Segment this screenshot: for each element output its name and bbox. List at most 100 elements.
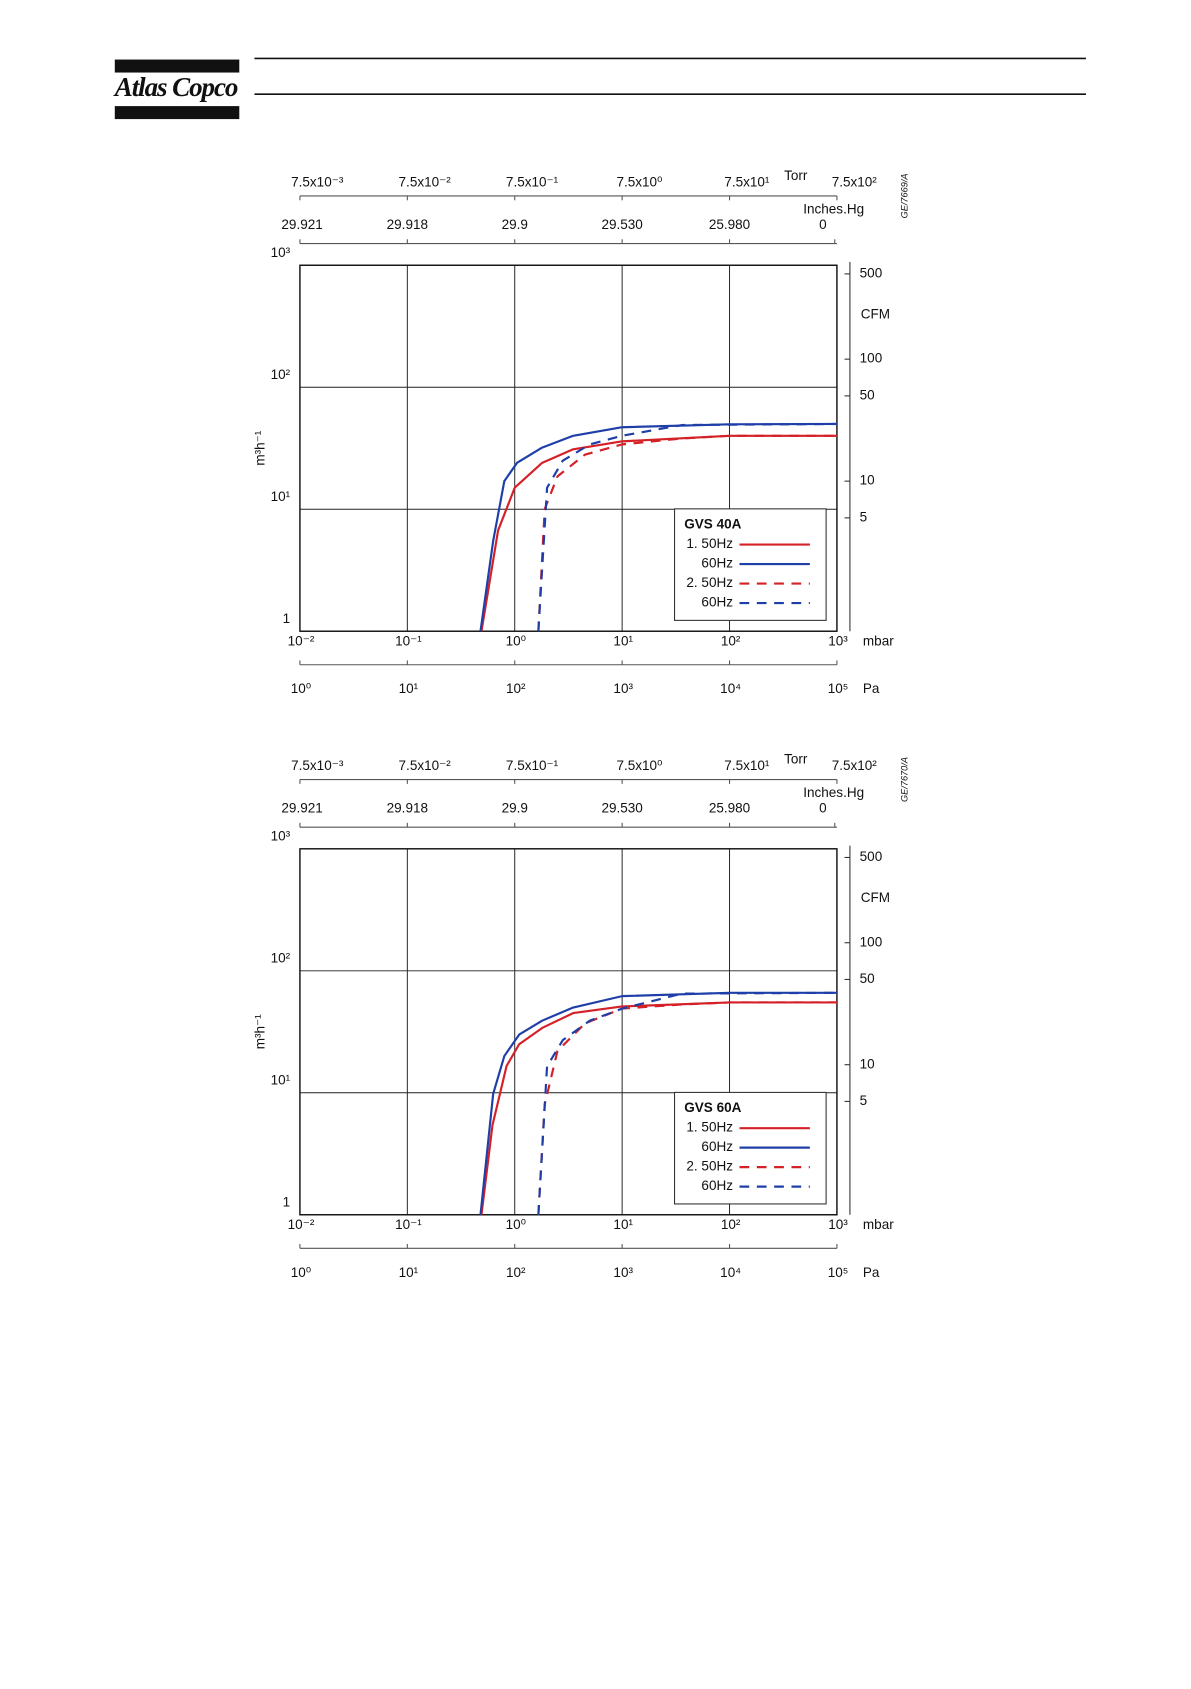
plot-frame [299,264,838,632]
x4-tick-label: 29.530 [601,217,642,232]
x2-tick-label: 7.5x10¹ [724,758,770,773]
x-tick-label: 10⁻¹ [395,634,422,649]
y-tick-label: 10¹ [271,1072,291,1087]
legend-label: 60Hz [701,1178,733,1193]
y2-tick-label: 10 [860,473,875,488]
x-tick-label: 10⁻² [288,1217,315,1232]
legend-title: GVS 60A [684,1100,741,1115]
x3-tick-label: 10⁵ [828,1265,849,1280]
drawing-code: GE/7670/A [900,757,910,802]
x2-axis-label: Torr [784,752,808,767]
legend-title: GVS 40A [684,517,741,532]
legend-label: 60Hz [701,595,733,610]
x2-tick-label: 7.5x10² [832,758,878,773]
legend-label: 60Hz [701,1139,733,1154]
x-tick-label: 10⁰ [506,1217,526,1232]
y2-tick-label: 5 [860,509,868,524]
legend-label: 60Hz [701,556,733,571]
x3-tick-label: 10³ [613,681,633,696]
y-axis-label: m³h⁻¹ [253,1014,268,1049]
y2-tick-label: 50 [860,387,875,402]
x4-tick-label: 29.530 [601,800,642,815]
x4-tick-label: 29.9 [502,800,528,815]
y-tick-label: 10³ [271,828,291,843]
x4-axis-label: Inches.Hg [803,202,864,217]
x3-tick-label: 10³ [613,1265,633,1280]
x2-tick-label: 7.5x10⁻¹ [506,758,559,773]
y-tick-label: 10² [271,950,291,965]
y2-tick-label: 100 [860,934,883,949]
x3-tick-label: 10² [506,681,526,696]
x4-axis-label: Inches.Hg [803,785,864,800]
x2-tick-label: 7.5x10⁻³ [291,758,344,773]
y-tick-label: 1 [283,1194,291,1209]
x3-tick-label: 10⁴ [720,681,741,696]
x2-tick-label: 7.5x10⁻² [399,175,452,190]
x3-axis-label: Pa [863,1265,880,1280]
x-axis-label: mbar [863,634,894,649]
logo: Atlas Copco [113,72,238,102]
y2-tick-label: 100 [860,351,883,366]
x-tick-label: 10¹ [613,1217,633,1232]
y-tick-label: 10¹ [271,489,291,504]
data-line [537,991,837,1215]
y2-tick-label: 5 [860,1093,868,1108]
y-tick-label: 10² [271,367,291,382]
plot-frame [299,848,838,1216]
x-tick-label: 10³ [828,634,848,649]
x4-tick-label: 25.980 [709,217,750,232]
legend-label: 1. 50Hz [686,536,733,551]
y2-tick-label: 500 [860,265,883,280]
x4-tick-label: 29.921 [281,800,322,815]
x3-tick-label: 10² [506,1265,526,1280]
y2-axis-label: CFM [861,307,890,322]
x3-tick-label: 10⁰ [291,1265,311,1280]
x2-tick-label: 7.5x10⁰ [616,758,662,773]
y2-tick-label: 500 [860,849,883,864]
x-tick-label: 10¹ [613,634,633,649]
y-axis-label: m³h⁻¹ [253,430,268,465]
x-tick-label: 10⁻² [288,634,315,649]
x3-tick-label: 10¹ [399,681,419,696]
drawing-code: GE/7669/A [900,173,910,218]
y2-tick-label: 10 [860,1056,875,1071]
x-tick-label: 10⁰ [506,634,526,649]
x4-tick-label: 29.918 [387,800,428,815]
x-tick-label: 10³ [828,1217,848,1232]
x-tick-label: 10² [721,634,741,649]
y2-tick-label: 50 [860,971,875,986]
y-tick-label: 10³ [271,245,291,260]
x2-tick-label: 7.5x10⁻³ [291,175,344,190]
y-tick-label: 1 [283,611,291,626]
x2-tick-label: 7.5x10¹ [724,175,770,190]
x-tick-label: 10² [721,1217,741,1232]
legend-label: 1. 50Hz [686,1120,733,1135]
legend-label: 2. 50Hz [686,575,733,590]
logo-bar [114,59,240,73]
x4-tick-label: 29.9 [502,217,528,232]
x3-tick-label: 10⁴ [720,1265,741,1280]
x2-tick-label: 7.5x10⁻² [399,758,452,773]
x2-axis-label: Torr [784,168,808,183]
data-line [537,422,837,632]
x4-tick-label: 29.921 [281,217,322,232]
x-tick-label: 10⁻¹ [395,1217,422,1232]
x2-tick-label: 7.5x10⁻¹ [506,175,559,190]
logo-bar [114,106,240,120]
x4-tick-label: 0 [819,800,827,815]
x4-tick-label: 25.980 [709,800,750,815]
x3-tick-label: 10¹ [399,1265,419,1280]
x-axis-label: mbar [863,1217,894,1232]
x2-tick-label: 7.5x10⁰ [616,175,662,190]
x4-tick-label: 29.918 [387,217,428,232]
x3-tick-label: 10⁵ [828,681,849,696]
x3-tick-label: 10⁰ [291,681,311,696]
x3-axis-label: Pa [863,681,880,696]
y2-axis-label: CFM [861,890,890,905]
legend-label: 2. 50Hz [686,1159,733,1174]
x4-tick-label: 0 [819,217,827,232]
x2-tick-label: 7.5x10² [832,175,878,190]
